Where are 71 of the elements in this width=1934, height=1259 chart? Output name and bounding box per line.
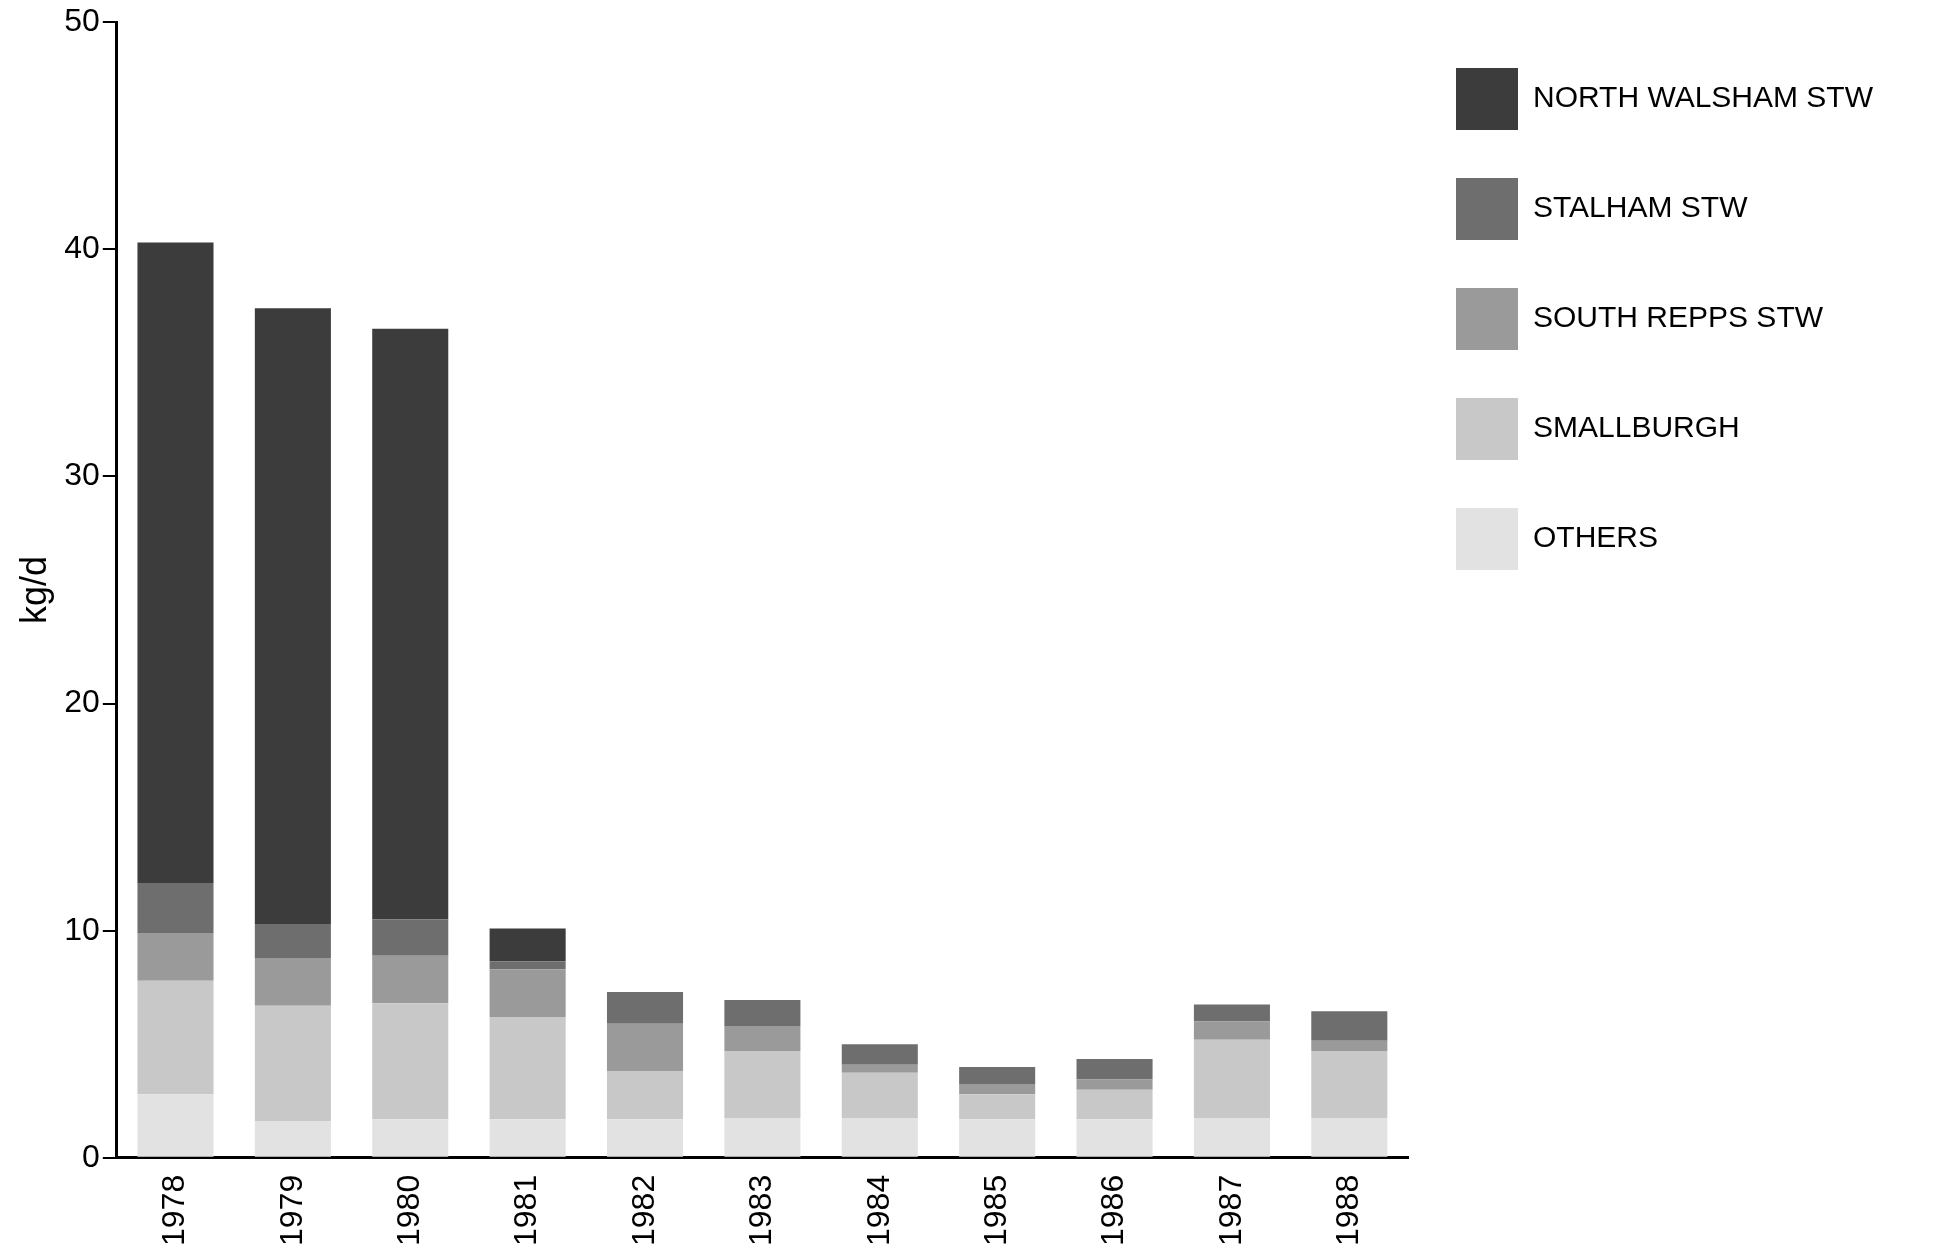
bar (724, 1051, 801, 1119)
bar (606, 1119, 684, 1157)
y-tick-label: 10 (64, 910, 100, 947)
x-tick-label: 1984 (859, 1174, 896, 1246)
bar (959, 1094, 1036, 1120)
bar (1076, 1119, 1153, 1157)
bar (1076, 1089, 1153, 1120)
x-tick-label: 1986 (1094, 1174, 1131, 1246)
bar (489, 1017, 566, 1120)
x-tick-label: 1979 (272, 1174, 309, 1246)
y-axis-title: kg/d (12, 555, 54, 625)
legend-label: SOUTH REPPS STW (1533, 300, 1824, 334)
bar (137, 980, 214, 1095)
bar (137, 932, 214, 981)
bar (1193, 1039, 1270, 1119)
bar (959, 1066, 1036, 1084)
bar (959, 1084, 1036, 1095)
bar (1193, 1004, 1270, 1022)
bar (489, 969, 566, 1017)
bar (841, 1064, 918, 1073)
bar (606, 1023, 684, 1072)
bar (1311, 1051, 1388, 1119)
bar (137, 882, 214, 933)
bar (724, 1118, 801, 1157)
x-tick-label: 1981 (507, 1174, 544, 1246)
legend-label: SMALLBURGH (1533, 410, 1740, 444)
bar (1076, 1079, 1153, 1090)
y-tick-label: 30 (64, 456, 100, 493)
bar (254, 1121, 331, 1157)
y-tick-label: 50 (64, 2, 100, 39)
bar (959, 1119, 1036, 1157)
bar (372, 328, 449, 920)
bar (841, 1044, 918, 1065)
bar (724, 999, 801, 1027)
bar (372, 1119, 449, 1157)
x-tick-label: 1980 (390, 1174, 427, 1246)
bar (1311, 1118, 1388, 1157)
x-tick-label: 1983 (742, 1174, 779, 1246)
legend-label: STALHAM STW (1533, 190, 1749, 224)
bar (841, 1072, 918, 1119)
bar (606, 992, 684, 1024)
bar (372, 955, 449, 1004)
bar (254, 957, 331, 1006)
bar (254, 923, 331, 958)
bar (372, 919, 449, 956)
bar (1193, 1118, 1270, 1157)
bar (372, 1003, 449, 1120)
bar (1311, 1040, 1388, 1052)
y-tick-label: 0 (82, 1137, 100, 1174)
bar (254, 1005, 331, 1122)
bar (489, 928, 566, 962)
bar (137, 242, 214, 883)
x-tick-label: 1978 (155, 1174, 192, 1246)
x-tick-label: 1982 (624, 1174, 661, 1246)
bar (841, 1118, 918, 1157)
bar (137, 1094, 214, 1157)
y-tick-label: 40 (64, 229, 100, 266)
bar (606, 1071, 684, 1120)
bar (1076, 1059, 1153, 1080)
bar (1311, 1011, 1388, 1041)
legend-label: OTHERS (1533, 520, 1659, 554)
bar (489, 961, 566, 970)
legend-label: NORTH WALSHAM STW (1533, 80, 1874, 114)
bar (1193, 1021, 1270, 1040)
bar (489, 1119, 566, 1157)
x-tick-label: 1985 (976, 1174, 1013, 1246)
bar (254, 308, 331, 924)
y-tick-label: 20 (64, 683, 100, 720)
x-tick-label: 1988 (1329, 1174, 1366, 1246)
bar (724, 1026, 801, 1052)
x-tick-label: 1987 (1211, 1174, 1248, 1246)
